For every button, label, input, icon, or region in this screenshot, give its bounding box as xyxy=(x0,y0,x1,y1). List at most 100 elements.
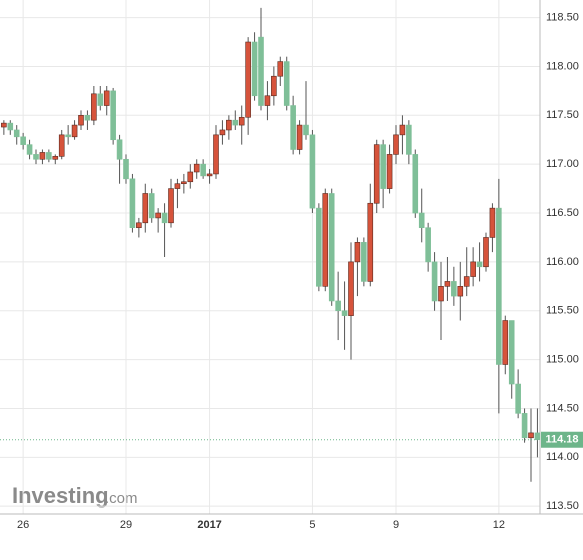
candle-body xyxy=(20,136,26,145)
candle-body xyxy=(232,119,239,126)
y-tick-label: 116.00 xyxy=(546,256,579,268)
candle-body xyxy=(341,310,348,316)
candle-body xyxy=(39,152,46,160)
candle-body xyxy=(226,119,232,131)
candle-body xyxy=(71,124,78,138)
x-tick-label: 5 xyxy=(309,519,315,531)
candle-body xyxy=(290,105,296,150)
candle-body xyxy=(110,90,116,141)
candle-body xyxy=(129,178,136,228)
candle-body xyxy=(271,75,277,97)
x-tick-label: 2017 xyxy=(197,519,221,531)
watermark-suffix: .com xyxy=(105,490,138,507)
x-tick-label: 9 xyxy=(393,519,399,531)
candle-body xyxy=(476,261,483,268)
y-tick-label: 117.50 xyxy=(546,109,579,121)
candle-body xyxy=(46,152,52,160)
candle-body xyxy=(245,41,251,118)
candle-body xyxy=(103,90,110,106)
candle-body xyxy=(438,286,444,302)
candle-body xyxy=(380,144,386,189)
candle-body xyxy=(322,193,329,287)
candle-body xyxy=(283,61,290,106)
candle-body xyxy=(33,154,39,160)
candle-body xyxy=(97,93,104,106)
candle-body xyxy=(206,173,213,177)
candle-body xyxy=(52,156,59,160)
candle-body xyxy=(13,129,20,138)
candle-body xyxy=(116,139,123,160)
candle-body xyxy=(367,202,374,282)
candle-body xyxy=(534,432,541,441)
candle-body xyxy=(65,134,71,138)
candle-body xyxy=(123,158,129,180)
candle-body xyxy=(444,281,451,287)
candle-body xyxy=(155,212,161,219)
candle-body xyxy=(361,242,367,282)
candle-body xyxy=(7,122,14,131)
candle-body xyxy=(136,222,142,228)
y-tick-label: 116.50 xyxy=(546,207,579,219)
candle-body xyxy=(425,227,431,263)
candle-body xyxy=(502,320,509,365)
candle-body xyxy=(470,261,476,277)
candle-body xyxy=(393,134,399,155)
y-tick-label: 113.50 xyxy=(546,500,579,512)
candle-body xyxy=(328,193,335,302)
x-tick-label: 26 xyxy=(17,519,29,531)
candle-body xyxy=(508,320,515,385)
candle-body xyxy=(496,207,502,365)
candle-body xyxy=(84,115,91,121)
candle-body xyxy=(521,413,528,439)
candle-body xyxy=(412,154,419,214)
candle-body xyxy=(200,163,206,177)
candle-body xyxy=(399,124,406,136)
y-tick-label: 115.00 xyxy=(546,354,579,366)
candle-body xyxy=(161,212,168,224)
candle-body xyxy=(187,171,194,183)
candle-body xyxy=(78,115,84,126)
watermark: Investing xyxy=(12,483,109,508)
candle-body xyxy=(418,212,425,228)
candle-body xyxy=(58,134,65,157)
candle-body xyxy=(303,124,309,136)
candle-body xyxy=(213,134,219,175)
y-tick-label: 118.00 xyxy=(546,60,579,72)
candle-body xyxy=(148,193,155,219)
candle-body xyxy=(348,261,354,316)
candle-body xyxy=(463,276,470,287)
candle-body xyxy=(168,188,174,224)
candle-body xyxy=(251,41,258,97)
candle-body xyxy=(91,93,97,121)
y-tick-label: 118.50 xyxy=(546,11,579,23)
last-price-label: 114.18 xyxy=(545,434,578,446)
x-tick-label: 12 xyxy=(493,519,505,531)
candle-body xyxy=(483,237,489,268)
y-tick-label: 115.50 xyxy=(546,305,579,317)
candle-body xyxy=(193,163,200,173)
candle-body xyxy=(174,183,181,189)
candle-body xyxy=(264,95,271,106)
candle-body xyxy=(142,193,149,224)
candle-body xyxy=(515,383,521,414)
candle-body xyxy=(238,116,245,126)
candle-body xyxy=(386,154,393,189)
candle-body xyxy=(335,300,341,312)
candle-body xyxy=(26,144,33,155)
candle-body xyxy=(309,134,316,209)
y-tick-label: 114.50 xyxy=(546,402,579,414)
candle-body xyxy=(406,124,412,155)
y-tick-label: 114.00 xyxy=(546,451,579,463)
candle-body xyxy=(296,124,303,150)
candle-body xyxy=(489,207,496,238)
candle-body xyxy=(181,181,187,185)
candle-body xyxy=(451,281,457,297)
candle-body xyxy=(354,242,361,263)
candle-body xyxy=(219,129,226,136)
candle-body xyxy=(528,432,534,439)
candle-body xyxy=(1,122,7,128)
candle-body xyxy=(431,261,438,302)
last-price-box xyxy=(541,431,583,448)
candle-body xyxy=(457,286,464,297)
